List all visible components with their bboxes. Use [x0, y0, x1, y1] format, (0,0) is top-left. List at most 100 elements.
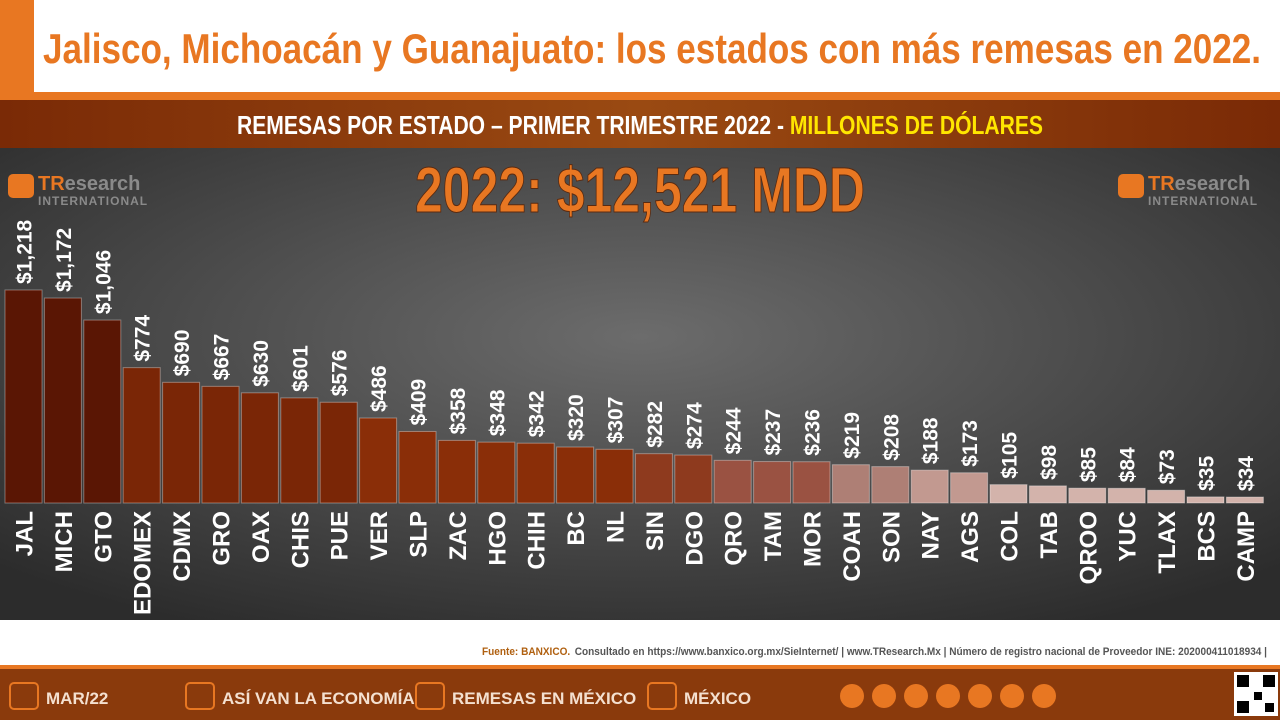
bar [4, 289, 43, 504]
subtitle-main: REMESAS POR ESTADO – PRIMER TRIMESTRE 20… [237, 110, 790, 140]
subtitle-band [0, 100, 1280, 148]
value-label: $358 [447, 387, 470, 434]
bar [792, 461, 831, 504]
bar [1186, 496, 1225, 504]
category-label: QRO [721, 511, 748, 566]
nav-icon [415, 682, 445, 710]
value-label: $409 [408, 379, 431, 426]
bar [910, 469, 949, 504]
bar [1068, 487, 1107, 504]
logo-prefix: TR [1148, 173, 1175, 195]
qr-block [1254, 692, 1262, 700]
header-stripe [0, 0, 34, 92]
qr-block [1265, 703, 1274, 712]
value-label: $342 [526, 390, 549, 437]
bar [556, 446, 595, 504]
nav-item[interactable]: ASÍ VAN LA ECONOMÍA [222, 689, 415, 708]
bar [319, 401, 358, 504]
chart-bg [0, 148, 1280, 620]
bar [201, 385, 240, 504]
value-label: $73 [1156, 449, 1179, 484]
bar [1225, 496, 1264, 504]
category-label: GRO [209, 511, 236, 566]
category-label: MICH [51, 511, 78, 572]
category-label: SON [878, 511, 905, 563]
value-label: $98 [1038, 445, 1061, 480]
value-label: $244 [723, 407, 746, 454]
value-label: $1,172 [53, 228, 76, 292]
qr-block [1237, 701, 1249, 713]
category-label: HGO [484, 511, 511, 566]
logo-brand: TResearch [1148, 173, 1250, 195]
value-label: $282 [644, 401, 667, 448]
bar [595, 448, 634, 504]
category-label: SLP [406, 511, 433, 558]
value-label: $274 [683, 402, 706, 449]
value-label: $320 [565, 394, 588, 441]
value-label: $1,218 [14, 219, 37, 284]
nav-bar [0, 665, 1280, 720]
category-label: TLAX [1154, 511, 1181, 574]
bar [1147, 489, 1186, 504]
category-label: MOR [800, 511, 827, 567]
bar [989, 484, 1028, 504]
value-label: $667 [211, 334, 234, 381]
value-label: $34 [1235, 456, 1258, 491]
nav-item[interactable]: MÉXICO [684, 689, 751, 708]
value-label: $1,046 [92, 250, 115, 314]
icon[interactable] [936, 684, 960, 708]
icon[interactable] [840, 684, 864, 708]
category-label: DGO [681, 511, 708, 566]
category-label: CAMP [1233, 511, 1260, 582]
category-label: SIN [642, 511, 669, 551]
icon[interactable] [904, 684, 928, 708]
bar [437, 439, 476, 504]
bar [753, 461, 792, 504]
qr-code [1234, 672, 1278, 716]
bar [831, 464, 870, 504]
icon[interactable] [968, 684, 992, 708]
bar [359, 417, 398, 504]
bar [43, 297, 82, 504]
source: Fuente: BANXICO. Consultado en https://ww… [482, 646, 1267, 658]
category-label: NAY [918, 511, 945, 559]
category-label: NL [603, 511, 630, 543]
social-icons [840, 684, 1056, 708]
bar [477, 441, 516, 504]
bar [83, 319, 122, 504]
icon[interactable] [1000, 684, 1024, 708]
category-label: CDMX [169, 511, 196, 582]
bar [634, 453, 673, 504]
logo-icon [1118, 174, 1144, 198]
category-label: TAM [760, 511, 787, 561]
value-label: $35 [1196, 456, 1219, 491]
value-label: $85 [1077, 447, 1100, 482]
bar [871, 466, 910, 504]
bar [713, 459, 752, 504]
category-label: VER [366, 511, 393, 560]
value-label: $84 [1117, 447, 1140, 482]
category-label: ZAC [445, 511, 472, 560]
value-label: $219 [841, 412, 864, 459]
category-label: CHIS [287, 511, 314, 568]
value-label: $576 [329, 350, 352, 397]
category-label: YUC [1115, 511, 1142, 562]
value-label: $630 [250, 340, 273, 387]
logo-icon [8, 174, 34, 198]
value-label: $173 [959, 420, 982, 467]
icon[interactable] [872, 684, 896, 708]
icon[interactable] [1032, 684, 1056, 708]
subtitle-highlight: MILLONES DE DÓLARES [790, 110, 1043, 140]
nav-item[interactable]: MAR/22 [46, 689, 108, 708]
logo-subline: INTERNATIONAL [1148, 194, 1258, 208]
bar [674, 454, 713, 504]
nav-item[interactable]: REMESAS EN MÉXICO [452, 689, 636, 708]
total: 2022: $12,521 MDD [415, 154, 865, 226]
source-text: Consultado en https://www.banxico.org.mx… [575, 646, 1267, 658]
value-label: $690 [171, 330, 194, 377]
value-label: $348 [486, 389, 509, 436]
logo-rest: esearch [65, 173, 141, 195]
header-bg [0, 0, 1280, 100]
value-label: $105 [999, 432, 1022, 479]
